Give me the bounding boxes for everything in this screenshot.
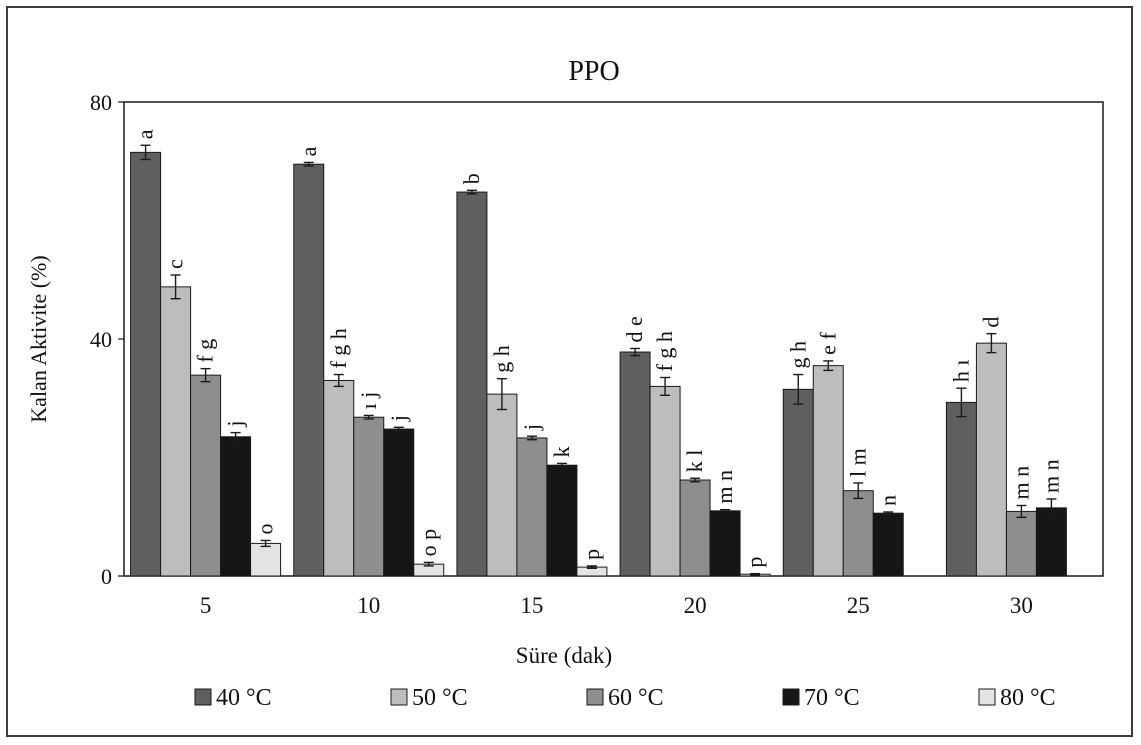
bar-70c-10 [383,428,415,577]
bar-60c-30 [1005,510,1037,577]
significance-label: f g h [326,328,351,368]
bar-40c-5 [130,151,162,577]
x-axis-label: Süre (dak) [516,643,612,668]
bar-50c-10 [323,379,355,577]
bar-40c-10 [293,163,325,577]
significance-label: ı j [356,392,381,410]
x-tick-label: 20 [684,593,707,618]
bar-70c-20 [709,510,741,577]
bar-50c-25 [812,365,844,577]
significance-label: d e [622,316,647,342]
bar-50c-30 [975,342,1007,577]
bar-60c-20 [679,479,711,577]
legend-swatch [194,688,212,706]
significance-label: l m [845,448,870,477]
legend-swatch [978,688,996,706]
significance-label: m n [712,470,737,504]
x-tick-label: 10 [357,593,380,618]
significance-label: g h [489,345,514,373]
legend-label: 70 °C [804,685,860,711]
y-tick-label: 80 [90,90,112,115]
significance-label: a [133,129,158,139]
significance-label: o p [416,529,441,557]
bar-40c-15 [456,191,488,577]
significance-label: p [579,549,604,560]
legend-swatch [586,688,604,706]
legend-swatch [390,688,408,706]
x-tick-label: 25 [847,593,870,618]
bar-50c-15 [486,393,518,577]
bar-60c-15 [516,437,548,577]
bar-80c-5 [250,542,282,577]
significance-label: e f [815,332,840,355]
significance-label: c [163,259,188,269]
significance-label: j [386,415,411,422]
significance-label: p [742,557,767,568]
x-tick-label: 15 [520,593,543,618]
bar-40c-20 [619,351,651,577]
significance-label: m n [1008,466,1033,500]
bar-40c-25 [782,388,814,577]
significance-label: k l [682,450,707,473]
chart-title: PPO [568,56,619,87]
significance-label: g h [785,341,810,369]
significance-label: f g [193,339,218,363]
significance-label: j [519,424,544,431]
bar-70c-15 [546,464,578,577]
bar-60c-25 [842,490,874,577]
x-tick-label: 30 [1010,593,1033,618]
bar-70c-30 [1035,507,1067,577]
bar-60c-10 [353,416,385,577]
significance-label: d [978,317,1003,328]
legend-swatch [782,688,800,706]
legend-label: 60 °C [608,685,664,711]
bar-70c-25 [872,512,904,577]
bar-40c-30 [945,401,977,577]
y-tick-label: 40 [90,327,112,352]
significance-label: f g h [652,331,677,371]
significance-label: a [296,146,321,156]
significance-label: m n [1038,459,1063,493]
y-tick-label: 0 [101,564,112,589]
legend-label: 80 °C [1000,685,1056,711]
significance-label: b [459,173,484,184]
legend-label: 40 °C [216,685,272,711]
significance-label: o [253,523,278,534]
significance-label: h ı [948,360,973,383]
bar-70c-5 [220,436,252,577]
x-tick-label: 5 [200,593,212,618]
significance-label: n [875,495,900,506]
chart-frame [6,6,1133,737]
significance-label: k [549,446,574,457]
bar-50c-20 [649,385,681,577]
bar-60c-5 [190,374,222,577]
y-axis-label: Kalan Aktivite (%) [26,255,51,422]
significance-label: j [223,420,248,427]
bar-50c-5 [160,286,192,577]
legend-label: 50 °C [412,685,468,711]
